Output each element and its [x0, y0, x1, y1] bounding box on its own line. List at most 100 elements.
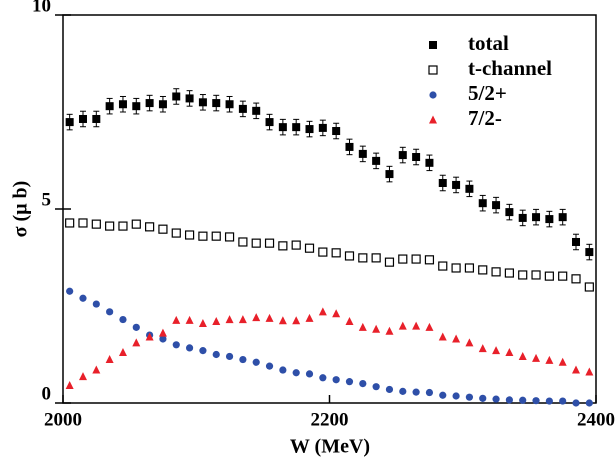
x-tick-label: 2200	[311, 409, 349, 430]
legend-label: total	[468, 31, 509, 55]
point	[385, 326, 394, 335]
point	[78, 218, 88, 228]
point	[238, 315, 247, 324]
point	[264, 238, 275, 248]
legend-marker	[429, 115, 437, 124]
point	[479, 394, 487, 402]
point	[118, 221, 128, 231]
point	[372, 324, 381, 333]
y-tick-label: 10	[32, 0, 51, 16]
point	[105, 221, 115, 231]
point	[172, 341, 180, 349]
point	[545, 215, 554, 224]
point	[505, 348, 514, 357]
point	[118, 100, 127, 109]
point	[491, 267, 501, 277]
point	[358, 322, 367, 331]
point	[185, 315, 194, 324]
point	[531, 270, 541, 280]
point	[452, 392, 460, 400]
point	[278, 316, 287, 325]
point	[438, 332, 447, 341]
legend-marker	[429, 41, 437, 49]
point	[305, 313, 314, 322]
point	[585, 248, 594, 257]
point	[558, 271, 568, 281]
point	[464, 263, 475, 273]
point	[558, 213, 567, 222]
point	[532, 213, 541, 222]
point	[212, 350, 220, 359]
point	[478, 265, 488, 275]
point	[171, 228, 181, 238]
point	[345, 142, 354, 151]
point	[278, 241, 288, 251]
point	[518, 270, 528, 280]
point	[572, 237, 581, 246]
point	[451, 263, 461, 273]
point	[398, 151, 407, 160]
point	[385, 385, 394, 394]
point	[106, 308, 114, 316]
point	[372, 383, 380, 391]
point	[478, 344, 487, 353]
point	[79, 294, 87, 302]
point	[238, 237, 248, 247]
point	[505, 396, 513, 404]
point	[145, 332, 154, 341]
point	[225, 315, 234, 324]
point	[345, 317, 354, 326]
point	[131, 219, 141, 229]
point	[439, 391, 447, 399]
point	[465, 393, 474, 401]
point	[198, 318, 207, 327]
point	[318, 247, 328, 257]
point	[545, 397, 553, 405]
point	[384, 257, 395, 267]
point	[398, 321, 407, 330]
point	[252, 358, 260, 366]
point	[371, 253, 381, 263]
point	[225, 100, 234, 109]
point	[345, 378, 354, 386]
point	[319, 374, 327, 382]
point	[532, 397, 540, 405]
point	[305, 125, 314, 134]
legend-label: 7/2-	[468, 106, 502, 130]
point	[132, 338, 141, 347]
point	[398, 254, 408, 264]
point	[492, 201, 501, 210]
point	[265, 313, 274, 322]
point	[198, 231, 208, 241]
point	[105, 102, 114, 111]
point	[118, 348, 127, 357]
point	[438, 179, 447, 188]
point	[585, 367, 594, 376]
point	[584, 282, 594, 292]
point	[292, 369, 300, 377]
point	[518, 351, 527, 360]
point	[452, 334, 461, 343]
point	[331, 248, 341, 258]
point	[292, 123, 301, 132]
point	[558, 357, 567, 366]
y-tick-label: 5	[42, 189, 52, 210]
point	[412, 388, 420, 396]
point	[492, 346, 501, 355]
point	[304, 243, 315, 253]
point	[212, 317, 221, 326]
point	[465, 184, 474, 193]
point	[65, 218, 75, 228]
point	[425, 388, 434, 397]
x-tick-label: 2400	[577, 409, 615, 430]
point	[344, 251, 355, 261]
point	[318, 123, 327, 132]
point	[452, 180, 461, 189]
point	[252, 313, 261, 322]
point	[425, 322, 434, 331]
point	[185, 344, 194, 352]
legend-marker	[429, 91, 437, 99]
point	[465, 338, 474, 347]
x-tick-label: 2000	[44, 409, 82, 430]
